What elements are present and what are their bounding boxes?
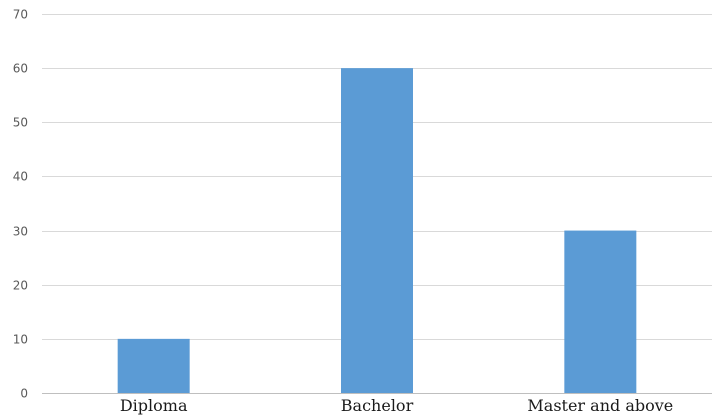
y-tick-label: 0 — [20, 387, 28, 401]
y-axis-ticks: 0 10 20 30 40 50 60 70 — [13, 8, 28, 401]
x-tick-label: Bachelor — [341, 396, 414, 415]
y-tick-label: 60 — [13, 62, 28, 76]
bar-bachelor — [341, 68, 413, 394]
y-tick-label: 30 — [13, 225, 28, 239]
bars — [117, 68, 637, 394]
y-tick-label: 20 — [13, 279, 28, 293]
x-axis-ticks: Diploma Bachelor Master and above — [120, 396, 673, 415]
y-tick-label: 50 — [13, 116, 28, 130]
y-tick-label: 40 — [13, 170, 28, 184]
y-tick-label: 70 — [13, 8, 28, 22]
x-tick-label: Master and above — [527, 396, 673, 415]
bar-master-and-above — [564, 230, 637, 393]
x-tick-label: Diploma — [120, 396, 188, 415]
y-tick-label: 10 — [13, 333, 28, 347]
bar-diploma — [117, 338, 190, 393]
